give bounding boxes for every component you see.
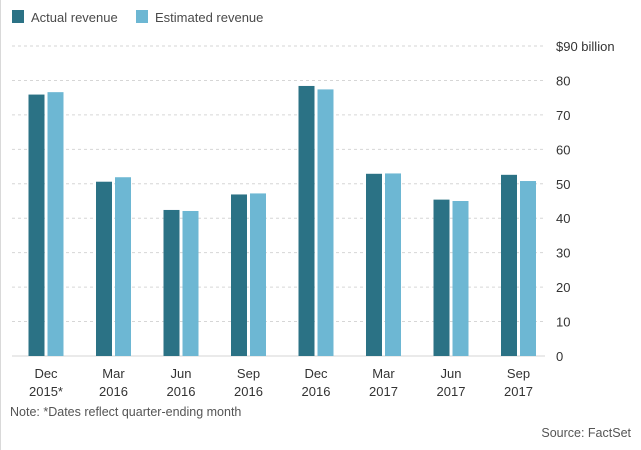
x-tick-label: Mar 2016 [99,366,128,399]
y-tick-label: 50 [556,177,570,192]
legend: Actual revenue Estimated revenue [12,10,263,25]
bars [28,85,536,357]
y-tick-label: $90 billion [556,39,615,54]
legend-label-2: Estimated revenue [155,10,263,25]
y-tick-label: 80 [556,73,570,88]
bar-actual [96,181,112,356]
y-tick-label: 0 [556,349,563,364]
legend-swatch-2 [136,10,148,23]
y-tick-label: 20 [556,280,570,295]
bar-actual [501,174,517,356]
bar-actual [298,85,315,356]
y-axis-ticks: 0 10 20 30 40 50 60 70 80 $90 billion [556,39,615,364]
x-tick-label: Jun 2016 [167,366,196,399]
y-tick-label: 40 [556,211,570,226]
bar-actual [433,199,450,356]
bar-estimated [47,92,64,357]
x-tick-label: Sep 2017 [504,366,533,399]
chart-source: Source: FactSet [541,426,631,440]
bar-estimated [385,173,401,356]
bar-estimated [250,193,266,356]
chart-note: Note: *Dates reflect quarter-ending mont… [10,405,241,419]
x-tick-label: Dec 2016 [302,366,331,399]
bar-actual [231,194,247,356]
y-tick-label: 30 [556,246,570,261]
bar-estimated [317,89,334,357]
y-tick-label: 60 [556,142,570,157]
x-axis-ticks: Dec 2015* Mar 2016 Jun 2016 Sep 2016 Dec 2016 Mar 2… [29,366,533,399]
bar-actual [28,94,45,357]
x-tick-label: Jun 2017 [437,366,466,399]
bar-estimated [520,181,536,356]
legend-swatch-1 [12,10,24,23]
bar-actual [163,209,180,356]
x-tick-label: Dec 2015* [29,366,63,399]
x-tick-label: Sep 2016 [234,366,263,399]
frame-edge [0,0,1,450]
legend-label-1: Actual revenue [31,10,118,25]
bar-estimated [182,210,199,356]
bar-estimated [452,201,469,356]
bar-estimated [115,177,131,356]
y-tick-label: 10 [556,315,570,330]
x-tick-label: Mar 2017 [369,366,398,399]
y-tick-label: 70 [556,108,570,123]
bar-actual [366,173,382,356]
